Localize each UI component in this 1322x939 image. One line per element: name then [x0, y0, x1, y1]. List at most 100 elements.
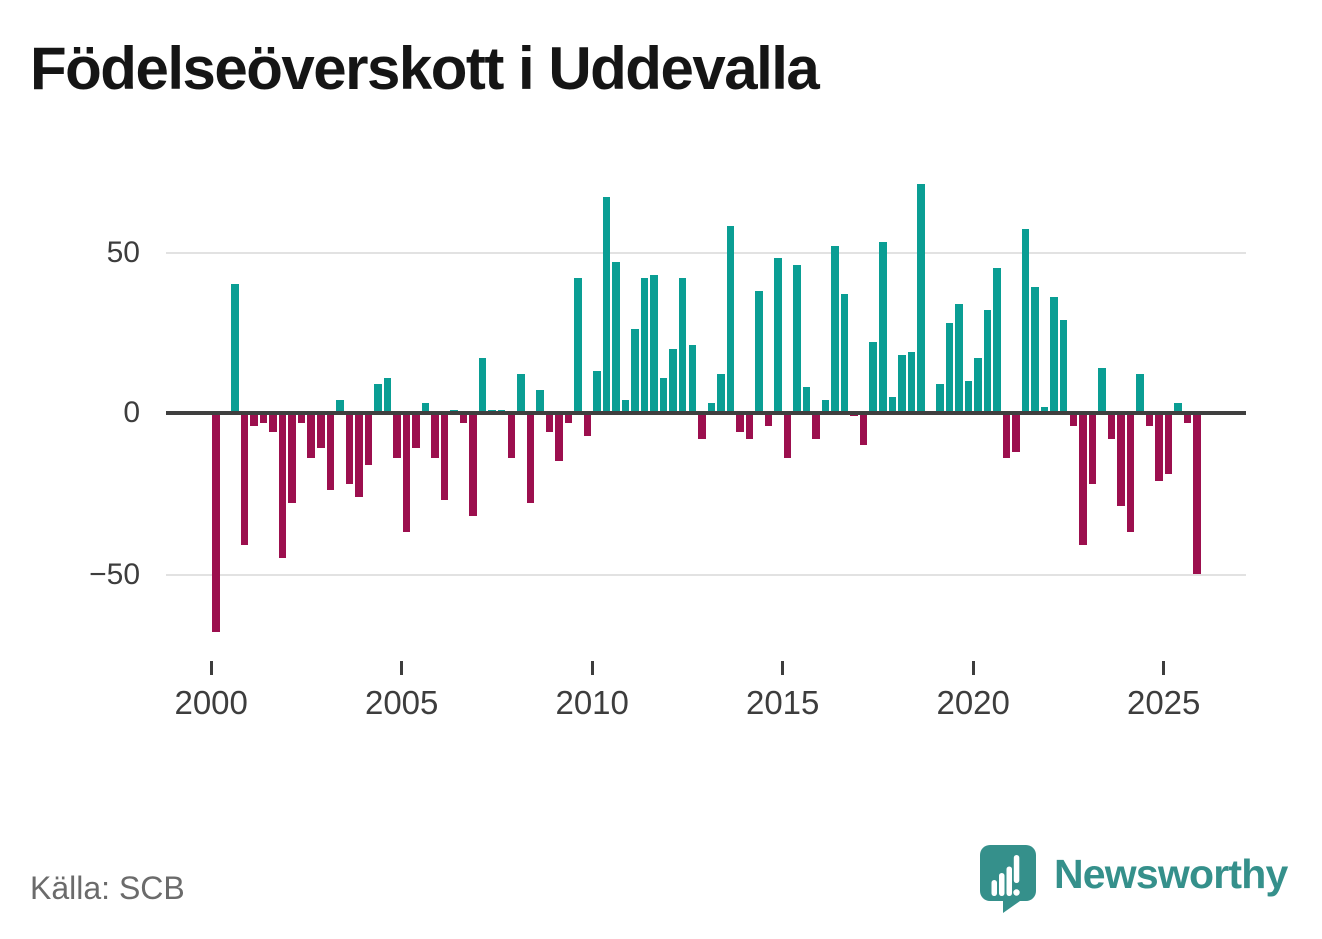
source-note: Källa: SCB — [30, 870, 185, 906]
bar-2009-Q3 — [574, 278, 582, 413]
bar-2009-Q1 — [555, 413, 563, 461]
bar-2020-Q2 — [983, 310, 992, 413]
bar-2017-Q4 — [888, 397, 897, 413]
bar-2002-Q1 — [288, 413, 296, 503]
bar-2005-Q1 — [402, 413, 411, 532]
bar-2004-Q1 — [364, 413, 373, 465]
bar-2002-Q2 — [297, 413, 306, 423]
bar-2008-Q1 — [517, 374, 525, 413]
bar-2003-Q1 — [326, 413, 335, 490]
bar-2009-Q4 — [583, 413, 592, 436]
zero-axis-line — [166, 411, 1246, 415]
bar-2015-Q1 — [783, 413, 792, 458]
x-tick-label-2015: 2015 — [745, 684, 820, 721]
bar-2000-Q3 — [231, 284, 239, 413]
bar-2002-Q4 — [317, 413, 325, 448]
bar-2018-Q2 — [907, 352, 916, 413]
newsworthy-logo-icon — [980, 845, 1036, 913]
bar-2001-Q3 — [269, 413, 277, 432]
bar-2024-Q1 — [1126, 413, 1135, 532]
bar-2011-Q3 — [650, 275, 658, 413]
bar-2005-Q4 — [431, 413, 439, 458]
bar-2024-Q3 — [1145, 413, 1154, 426]
bar-2004-Q2 — [374, 384, 382, 413]
bar-2015-Q2 — [793, 265, 801, 413]
bar-2017-Q2 — [869, 342, 877, 413]
bar-2021-Q3 — [1031, 287, 1039, 413]
bar-2003-Q3 — [345, 413, 354, 484]
bar-2000-Q1 — [212, 413, 220, 632]
bar-2022-Q1 — [1050, 297, 1058, 413]
bar-2021-Q2 — [1021, 229, 1030, 413]
bar-2008-Q2 — [526, 413, 535, 503]
bar-2016-Q1 — [821, 400, 830, 413]
bar-2010-Q2 — [602, 197, 611, 413]
y-axis-label-50: 50 — [106, 236, 140, 269]
bar-2020-Q4 — [1002, 413, 1011, 458]
bar-2017-Q1 — [859, 413, 868, 445]
x-tick-label-2025: 2025 — [1126, 684, 1201, 721]
gridline-50 — [166, 252, 1246, 254]
bar-2023-Q2 — [1098, 368, 1106, 413]
bar-2010-Q1 — [593, 371, 601, 413]
bar-2010-Q4 — [621, 400, 630, 413]
newsworthy-wordmark: Newsworthy — [1054, 851, 1288, 897]
x-tick-label-2020: 2020 — [936, 684, 1010, 721]
bar-2008-Q4 — [545, 413, 554, 432]
bar-2018-Q1 — [898, 355, 906, 413]
page-title: Födelseöverskott i Uddevalla — [30, 35, 820, 102]
bar-2025-Q4 — [1193, 413, 1201, 574]
bar-2023-Q3 — [1107, 413, 1116, 439]
bar-2010-Q3 — [612, 262, 620, 413]
bar-2021-Q1 — [1012, 413, 1020, 452]
x-tick-2000 — [209, 661, 213, 675]
bar-2000-Q4 — [240, 413, 249, 545]
x-tick-2015 — [781, 661, 785, 675]
bar-2015-Q4 — [812, 413, 820, 439]
bar-2014-Q4 — [774, 258, 782, 413]
bar-2012-Q2 — [678, 278, 687, 413]
bar-2017-Q3 — [879, 242, 887, 413]
x-tick-2020 — [971, 661, 975, 675]
bar-2025-Q3 — [1183, 413, 1192, 423]
bar-2001-Q2 — [259, 413, 268, 423]
bar-2001-Q1 — [250, 413, 258, 426]
bar-2024-Q4 — [1155, 413, 1163, 481]
bar-2007-Q4 — [507, 413, 516, 458]
gridline-minus-50 — [166, 574, 1246, 576]
bar-2006-Q1 — [440, 413, 449, 500]
bar-2014-Q3 — [764, 413, 773, 426]
bar-2019-Q2 — [945, 323, 954, 413]
bar-2019-Q3 — [955, 304, 963, 413]
bar-2015-Q3 — [802, 387, 811, 413]
bar-2011-Q2 — [640, 278, 649, 413]
bar-2006-Q4 — [469, 413, 477, 516]
bar-2013-Q4 — [736, 413, 744, 432]
bar-2013-Q1 — [707, 403, 716, 413]
bar-2019-Q4 — [964, 381, 973, 413]
bar-2011-Q1 — [631, 329, 639, 413]
bar-2012-Q4 — [698, 413, 706, 439]
bar-2001-Q4 — [278, 413, 287, 558]
bar-2022-Q4 — [1079, 413, 1087, 545]
bar-2022-Q3 — [1069, 413, 1078, 426]
bar-2020-Q3 — [993, 268, 1001, 413]
bar-2020-Q1 — [974, 358, 982, 413]
bar-2021-Q4 — [1040, 407, 1049, 413]
bar-2023-Q4 — [1117, 413, 1125, 506]
bar-2022-Q2 — [1059, 320, 1068, 413]
x-tick-label-2000: 2000 — [174, 684, 248, 721]
bar-2005-Q2 — [412, 413, 420, 448]
bar-2025-Q1 — [1164, 413, 1173, 474]
bar-2003-Q4 — [355, 413, 363, 497]
bar-2013-Q2 — [717, 374, 725, 413]
bar-2003-Q2 — [336, 400, 344, 413]
bar-2005-Q3 — [421, 403, 430, 413]
bar-2011-Q4 — [659, 378, 668, 413]
x-tick-2005 — [400, 661, 404, 675]
bar-2008-Q3 — [536, 390, 544, 413]
bar-2018-Q3 — [917, 184, 925, 413]
bar-2024-Q2 — [1136, 374, 1144, 413]
